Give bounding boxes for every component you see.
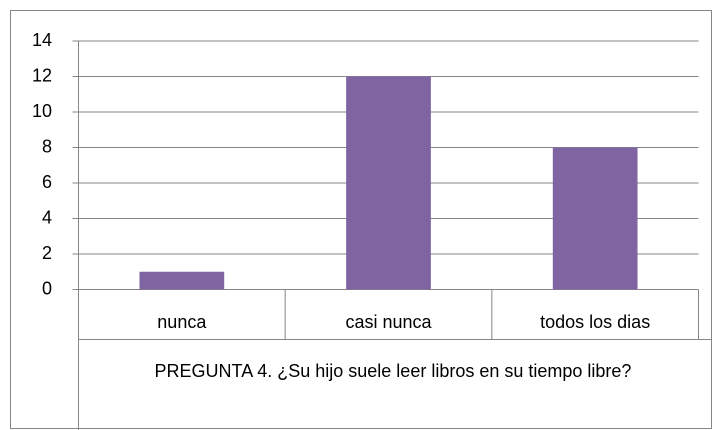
bar	[346, 76, 431, 290]
y-tick-label: 2	[42, 243, 52, 263]
y-tick-label: 14	[32, 30, 52, 50]
y-tick-label: 4	[42, 207, 52, 227]
bar	[139, 271, 225, 290]
x-tick-label: casi nunca	[345, 312, 432, 332]
y-tick-label: 0	[42, 278, 52, 298]
x-tick-label: nunca	[157, 312, 207, 332]
bar	[552, 147, 638, 290]
x-axis-title: PREGUNTA 4. ¿Su hijo suele leer libros e…	[154, 361, 632, 381]
y-tick-label: 12	[32, 65, 52, 85]
chart-border	[10, 10, 712, 429]
y-tick-label: 8	[42, 136, 52, 156]
y-tick-label: 6	[42, 172, 52, 192]
x-tick-label: todos los dias	[540, 312, 650, 332]
y-tick-label: 10	[32, 101, 52, 121]
